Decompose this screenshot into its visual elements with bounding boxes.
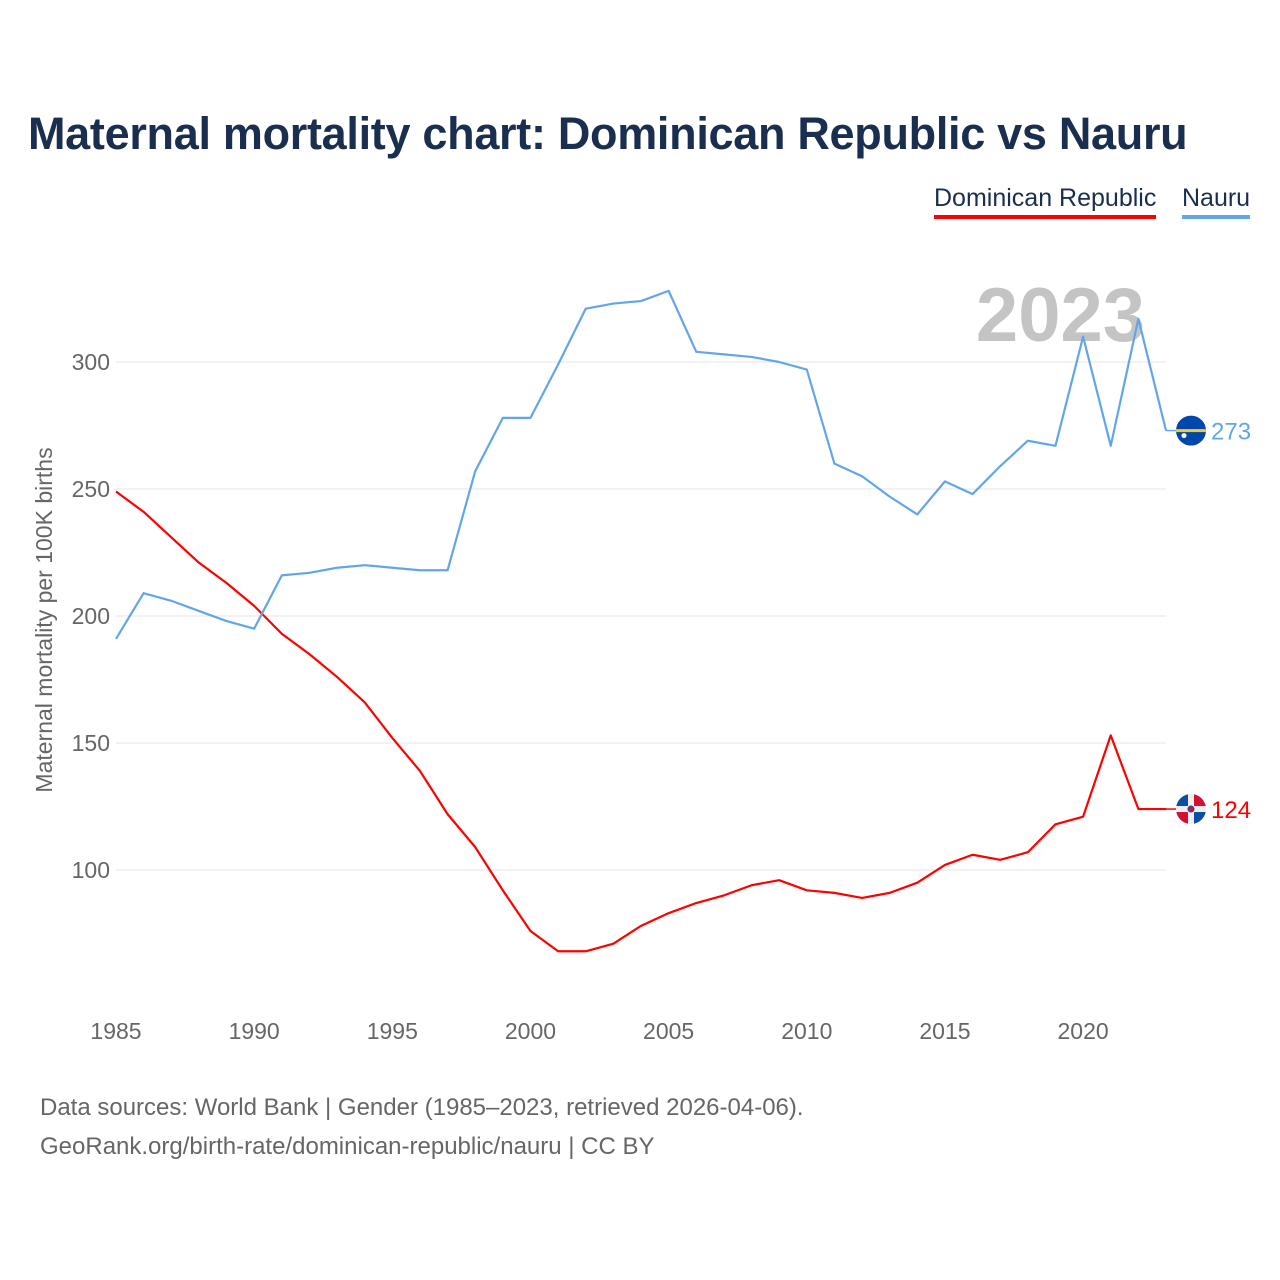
end-value-label: 124: [1211, 797, 1251, 824]
series-line-dominican-republic: [115, 490, 1166, 953]
y-tick-label: 300: [72, 349, 110, 375]
x-tick-label: 2000: [505, 1018, 556, 1044]
y-axis-label: Maternal mortality per 100K births: [31, 447, 57, 792]
y-tick-label: 100: [72, 857, 110, 883]
x-tick-label: 2010: [781, 1018, 832, 1044]
x-tick-label: 2005: [643, 1018, 694, 1044]
footer-sources: Data sources: World Bank | Gender (1985–…: [40, 1094, 804, 1121]
chart-title: Maternal mortality chart: Dominican Repu…: [28, 108, 1188, 159]
x-tick-label: 1995: [367, 1018, 418, 1044]
x-tick-label: 2020: [1058, 1018, 1109, 1044]
footer-link[interactable]: GeoRank.org/birth-rate/dominican-republi…: [40, 1133, 655, 1160]
footer: Data sources: World Bank | Gender (1985–…: [40, 1088, 804, 1166]
nauru-flag-icon: [1176, 415, 1206, 446]
legend-nauru[interactable]: Nauru: [1182, 184, 1251, 219]
x-tick-label: 1985: [90, 1018, 141, 1044]
year-watermark: 2023: [976, 273, 1145, 358]
series-line-nauru: [115, 289, 1168, 640]
x-tick-label: 2015: [919, 1018, 970, 1044]
end-value-label: 273: [1211, 419, 1251, 446]
y-tick-label: 250: [72, 476, 110, 502]
dominican-republic-flag-icon: [1176, 794, 1206, 825]
x-tick-label: 1990: [229, 1018, 280, 1044]
y-tick-label: 200: [72, 603, 110, 629]
legend-dominican-republic[interactable]: Dominican Republic: [934, 184, 1157, 219]
y-tick-label: 150: [72, 730, 110, 756]
